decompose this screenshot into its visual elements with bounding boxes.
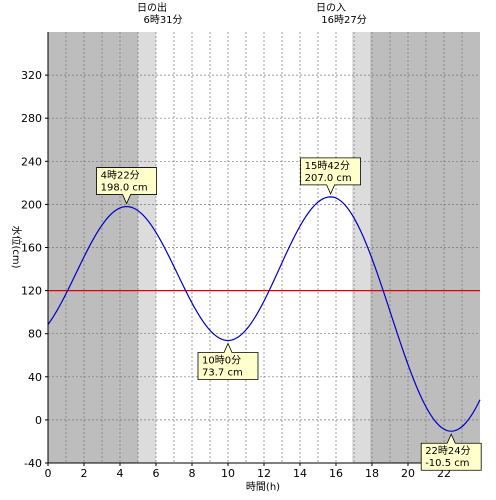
- annotation-3: 22時24分-10.5 cm: [420, 433, 482, 471]
- y-tick-label: 160: [21, 242, 42, 255]
- sunrise-time: 6時31分: [143, 14, 182, 26]
- annotation-box: [300, 157, 361, 195]
- annotation-value: -10.5 cm: [425, 458, 469, 469]
- y-axis-label: 水位(cm): [10, 225, 23, 268]
- x-tick-labels: 0 2 4 6 8 10 12 14 16 18 20 22: [45, 463, 451, 480]
- y-tick-label: 40: [28, 371, 42, 384]
- y-tick-label: -40: [24, 457, 42, 470]
- annotation-box: [96, 167, 158, 205]
- y-tick-labels: -40 0 40 80 120 160 200 240 280 320: [21, 69, 48, 470]
- annotation-value: 73.7 cm: [202, 367, 243, 378]
- tide-curve: [47, 196, 481, 432]
- y-tick-label: 200: [21, 198, 42, 211]
- y-tick-label: 80: [28, 328, 42, 341]
- grid-lines: [48, 32, 480, 463]
- sunset-label: 日の入: [316, 3, 346, 14]
- annotation-time: 15時42分: [305, 160, 350, 172]
- y-tick-label: 280: [21, 112, 42, 125]
- annotation-time: 10時0分: [202, 354, 241, 366]
- x-tick-label: 0: [45, 467, 52, 480]
- annotation-value: 207.0 cm: [305, 173, 352, 184]
- x-tick-label: 20: [401, 467, 415, 480]
- sunrise-label: 日の出: [137, 1, 167, 14]
- x-tick-label: 14: [293, 467, 307, 480]
- y-tick-label: 320: [21, 69, 42, 82]
- annotation-box: [420, 433, 482, 471]
- annotation-time: 22時24分: [425, 445, 470, 457]
- x-tick-label: 8: [189, 467, 196, 480]
- x-tick-label: 16: [329, 467, 343, 480]
- y-tick-label: 120: [21, 285, 42, 298]
- annotation-time: 4時22分: [101, 170, 140, 182]
- x-tick-label: 4: [117, 467, 124, 480]
- sunset-time: 16時27分: [321, 14, 366, 26]
- tide-curve-group: [47, 196, 481, 432]
- x-tick-label: 2: [81, 467, 88, 480]
- x-axis-label: 時間(h): [246, 481, 280, 493]
- y-tick-label: 0: [35, 414, 42, 427]
- y-tick-label: 240: [21, 155, 42, 168]
- x-tick-label: 18: [365, 467, 379, 480]
- annotation-box: [197, 342, 259, 380]
- x-tick-label: 6: [153, 467, 160, 480]
- x-tick-label: 10: [221, 467, 235, 480]
- x-tick-label: 12: [257, 467, 271, 480]
- band-1: [138, 32, 156, 463]
- annotation-value: 198.0 cm: [101, 183, 148, 194]
